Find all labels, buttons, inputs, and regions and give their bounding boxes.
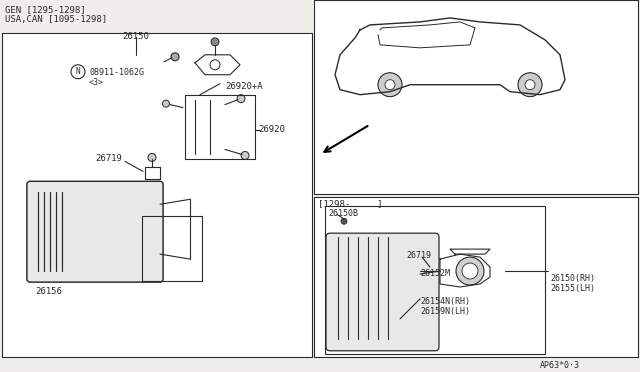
Text: N: N bbox=[76, 67, 80, 76]
Circle shape bbox=[210, 60, 220, 70]
Circle shape bbox=[171, 53, 179, 61]
Text: 26154N(RH)
26159N(LH): 26154N(RH) 26159N(LH) bbox=[420, 297, 470, 316]
Circle shape bbox=[211, 38, 219, 46]
Bar bbox=[15, 174, 205, 289]
Text: AP63*0·3: AP63*0·3 bbox=[540, 361, 580, 370]
Circle shape bbox=[237, 94, 245, 103]
Circle shape bbox=[148, 154, 156, 161]
FancyBboxPatch shape bbox=[326, 233, 439, 351]
Text: 26920: 26920 bbox=[258, 125, 285, 134]
Bar bbox=[314, 0, 638, 194]
Circle shape bbox=[462, 263, 478, 279]
Bar bbox=[314, 197, 638, 357]
Text: 26150B: 26150B bbox=[328, 209, 358, 218]
Text: [1298-     ]: [1298- ] bbox=[318, 199, 383, 208]
Bar bbox=[2, 33, 312, 357]
Text: 26719: 26719 bbox=[406, 251, 431, 260]
Circle shape bbox=[385, 80, 395, 90]
Text: 26150(RH)
26155(LH): 26150(RH) 26155(LH) bbox=[550, 274, 595, 294]
Text: 08911-1062G
<3>: 08911-1062G <3> bbox=[89, 68, 144, 87]
Text: 26152M: 26152M bbox=[420, 269, 450, 278]
Text: 26156: 26156 bbox=[35, 287, 62, 296]
Circle shape bbox=[378, 73, 402, 97]
Circle shape bbox=[456, 257, 484, 285]
Text: 26719: 26719 bbox=[95, 154, 122, 163]
Circle shape bbox=[71, 65, 85, 79]
Text: GEN [1295-1298]
USA,CAN [1095-1298]: GEN [1295-1298] USA,CAN [1095-1298] bbox=[5, 5, 107, 25]
Circle shape bbox=[518, 73, 542, 97]
Text: 26150: 26150 bbox=[123, 32, 149, 41]
Circle shape bbox=[525, 80, 535, 90]
Bar bbox=[325, 206, 545, 354]
Circle shape bbox=[163, 100, 170, 107]
Text: 26920+A: 26920+A bbox=[225, 82, 262, 91]
Circle shape bbox=[241, 151, 249, 160]
FancyBboxPatch shape bbox=[27, 182, 163, 282]
Circle shape bbox=[341, 218, 347, 224]
